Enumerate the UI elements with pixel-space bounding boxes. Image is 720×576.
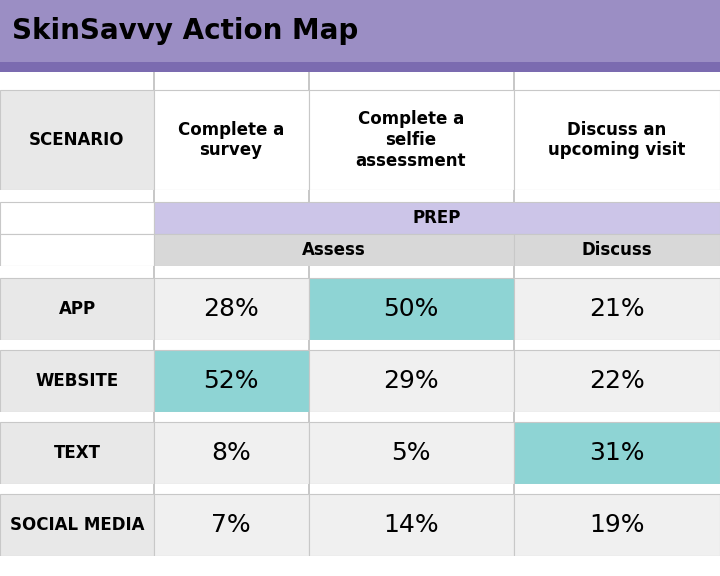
- Bar: [0, 556, 720, 576]
- Text: Assess: Assess: [302, 241, 366, 259]
- Text: 50%: 50%: [383, 297, 438, 321]
- Bar: [154, 278, 309, 340]
- Bar: [154, 422, 309, 484]
- Text: 14%: 14%: [383, 513, 438, 537]
- Bar: [0, 0, 720, 62]
- Bar: [309, 494, 514, 556]
- Bar: [514, 278, 720, 340]
- Bar: [154, 234, 514, 266]
- Bar: [309, 90, 514, 190]
- Bar: [514, 234, 720, 266]
- Text: 28%: 28%: [203, 297, 259, 321]
- Text: 31%: 31%: [589, 441, 644, 465]
- Bar: [153, 412, 155, 422]
- Text: 52%: 52%: [203, 369, 258, 393]
- Bar: [153, 190, 155, 202]
- Bar: [0, 278, 154, 340]
- Bar: [153, 340, 155, 350]
- Bar: [309, 350, 514, 412]
- Bar: [154, 494, 309, 556]
- Bar: [0, 90, 154, 190]
- Bar: [308, 190, 310, 202]
- Bar: [153, 266, 155, 278]
- Bar: [0, 422, 154, 484]
- Bar: [0, 494, 154, 556]
- Bar: [154, 350, 309, 412]
- Text: SkinSavvy Action Map: SkinSavvy Action Map: [12, 17, 359, 45]
- Bar: [0, 62, 720, 72]
- Bar: [0, 484, 720, 494]
- Bar: [0, 266, 720, 278]
- Bar: [0, 234, 154, 266]
- Text: 22%: 22%: [589, 369, 645, 393]
- Text: TEXT: TEXT: [53, 444, 101, 462]
- Bar: [308, 266, 310, 278]
- Bar: [0, 72, 720, 73]
- Text: 5%: 5%: [391, 441, 431, 465]
- Bar: [154, 90, 309, 190]
- Text: Complete a
survey: Complete a survey: [178, 120, 284, 160]
- Text: Discuss: Discuss: [582, 241, 652, 259]
- Text: 29%: 29%: [383, 369, 438, 393]
- Bar: [513, 72, 515, 90]
- Text: 19%: 19%: [589, 513, 644, 537]
- Text: Complete a
selfie
assessment: Complete a selfie assessment: [356, 110, 467, 170]
- Bar: [0, 202, 154, 234]
- Bar: [308, 72, 310, 90]
- Bar: [513, 412, 515, 422]
- Bar: [154, 202, 720, 234]
- Bar: [514, 422, 720, 484]
- Bar: [513, 190, 515, 202]
- Bar: [0, 340, 720, 350]
- Bar: [309, 278, 514, 340]
- Bar: [514, 90, 720, 190]
- Bar: [0, 72, 720, 90]
- Bar: [309, 422, 514, 484]
- Text: 8%: 8%: [211, 441, 251, 465]
- Bar: [308, 340, 310, 350]
- Text: Discuss an
upcoming visit: Discuss an upcoming visit: [549, 120, 685, 160]
- Text: 21%: 21%: [589, 297, 645, 321]
- Bar: [0, 190, 720, 202]
- Bar: [153, 484, 155, 494]
- Text: SOCIAL MEDIA: SOCIAL MEDIA: [10, 516, 144, 534]
- Bar: [308, 484, 310, 494]
- Bar: [513, 266, 515, 278]
- Bar: [514, 494, 720, 556]
- Bar: [308, 412, 310, 422]
- Bar: [514, 350, 720, 412]
- Text: WEBSITE: WEBSITE: [35, 372, 119, 390]
- Bar: [153, 72, 155, 90]
- Bar: [513, 340, 515, 350]
- Text: SCENARIO: SCENARIO: [30, 131, 125, 149]
- Text: PREP: PREP: [413, 209, 462, 227]
- Text: APP: APP: [58, 300, 96, 318]
- Bar: [513, 484, 515, 494]
- Bar: [0, 350, 154, 412]
- Text: 7%: 7%: [211, 513, 251, 537]
- Bar: [0, 412, 720, 422]
